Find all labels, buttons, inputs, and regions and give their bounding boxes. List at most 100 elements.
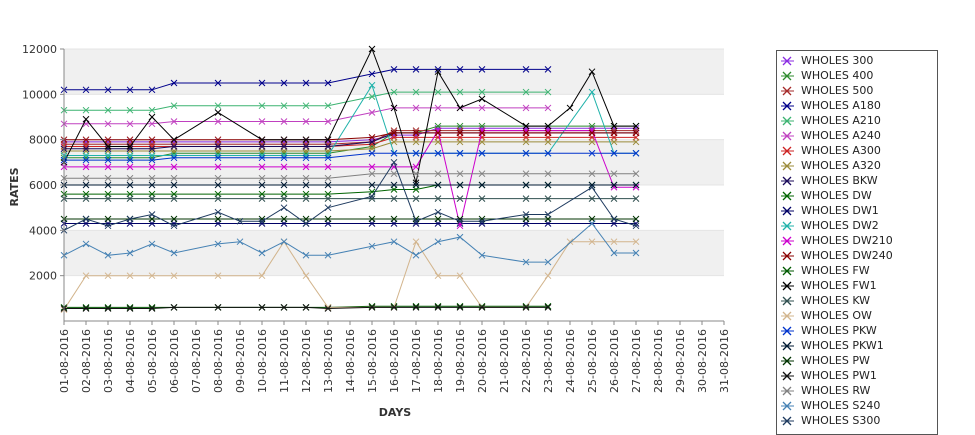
series-line: [64, 152, 636, 161]
legend-label: WHOLES S300: [801, 414, 881, 427]
data-point: [522, 129, 530, 137]
legend-marker-icon: [781, 101, 794, 111]
data-point: [544, 138, 552, 146]
x-tick-label: 27-08-2016: [630, 329, 643, 393]
data-point: [522, 149, 530, 157]
data-point: [390, 304, 398, 311]
data-point: [434, 104, 442, 112]
data-point: [324, 79, 332, 87]
data-point: [324, 143, 332, 150]
data-point: [126, 215, 134, 223]
data-point: [126, 163, 134, 171]
data-point: [258, 217, 266, 225]
data-point: [170, 195, 178, 202]
data-point: [82, 136, 90, 144]
data-point: [478, 217, 486, 225]
data-point: [170, 102, 178, 110]
data-point: [258, 181, 266, 189]
data-point: [478, 251, 486, 259]
data-point: [126, 106, 134, 114]
data-point: [214, 304, 222, 311]
legend-marker-icon: [781, 416, 794, 426]
legend-marker-icon: [781, 191, 794, 201]
data-point: [214, 181, 222, 189]
x-axis-ticks: 01-08-2016 02-08-2016 03-08-2016 04-08-2016…: [58, 321, 731, 393]
y-tick-label: 12000: [22, 43, 57, 56]
legend-marker-icon: [781, 236, 794, 246]
series-wholes-dw210: [60, 127, 640, 230]
data-point: [214, 79, 222, 87]
data-point: [280, 143, 288, 150]
data-point: [434, 208, 442, 216]
data-point: [390, 129, 398, 137]
data-point: [456, 217, 464, 225]
data-point: [82, 163, 90, 171]
legend-marker-icon: [781, 116, 794, 126]
data-point: [368, 192, 376, 200]
data-point: [148, 145, 156, 153]
data-point: [368, 170, 376, 178]
plot-band: [64, 49, 724, 95]
data-point: [126, 249, 134, 257]
data-point: [126, 195, 134, 202]
data-point: [324, 195, 332, 202]
legend-label: WHOLES DW240: [801, 249, 893, 262]
data-point: [126, 143, 134, 150]
data-point: [412, 149, 420, 157]
x-tick-label: 01-08-2016: [58, 329, 71, 393]
data-point: [522, 88, 530, 96]
data-point: [324, 304, 332, 311]
legend-item: WHOLES DW1: [777, 203, 937, 218]
data-point: [82, 272, 90, 280]
data-point: [456, 195, 464, 202]
data-point: [390, 88, 398, 96]
series-layer: [60, 45, 640, 314]
data-point: [522, 181, 530, 189]
data-point: [82, 215, 90, 223]
legend-item: WHOLES 400: [777, 68, 937, 83]
data-point: [280, 79, 288, 87]
legend-marker-icon: [781, 311, 794, 321]
legend-label: WHOLES A210: [801, 114, 881, 127]
data-point: [456, 66, 464, 73]
data-point: [390, 66, 398, 73]
data-point: [390, 195, 398, 202]
data-point: [522, 138, 530, 146]
x-tick-label: 30-08-2016: [696, 329, 709, 393]
data-point: [412, 163, 420, 171]
legend-marker-icon: [781, 356, 794, 366]
data-point: [170, 181, 178, 189]
legend-item: WHOLES RW: [777, 383, 937, 398]
data-point: [544, 211, 552, 218]
legend-label: WHOLES FW1: [801, 279, 877, 292]
data-point: [302, 304, 310, 311]
x-tick-label: 20-08-2016: [476, 329, 489, 393]
data-point: [390, 215, 398, 223]
data-point: [258, 163, 266, 171]
data-point: [522, 170, 530, 178]
data-point: [434, 304, 442, 311]
series-wholes-s300: [60, 158, 640, 234]
data-point: [434, 302, 442, 310]
data-point: [522, 66, 530, 73]
data-point: [82, 86, 90, 94]
data-point: [148, 304, 156, 311]
legend-label: WHOLES 500: [801, 84, 874, 97]
data-point: [610, 170, 618, 178]
legend-marker-icon: [781, 401, 794, 411]
data-point: [170, 143, 178, 150]
data-point: [544, 170, 552, 178]
data-point: [236, 238, 244, 246]
legend-item: WHOLES DW210: [777, 233, 937, 248]
legend-marker-icon: [781, 146, 794, 156]
data-point: [412, 304, 420, 311]
legend-marker-icon: [781, 206, 794, 216]
data-point: [434, 149, 442, 157]
data-point: [456, 304, 464, 311]
data-point: [588, 183, 596, 191]
series-wholes-fw1: [60, 45, 640, 187]
x-tick-label: 14-08-2016: [344, 329, 357, 393]
legend-item: WHOLES A210: [777, 113, 937, 128]
legend-marker-icon: [781, 266, 794, 276]
y-tick-label: 2000: [29, 270, 57, 283]
